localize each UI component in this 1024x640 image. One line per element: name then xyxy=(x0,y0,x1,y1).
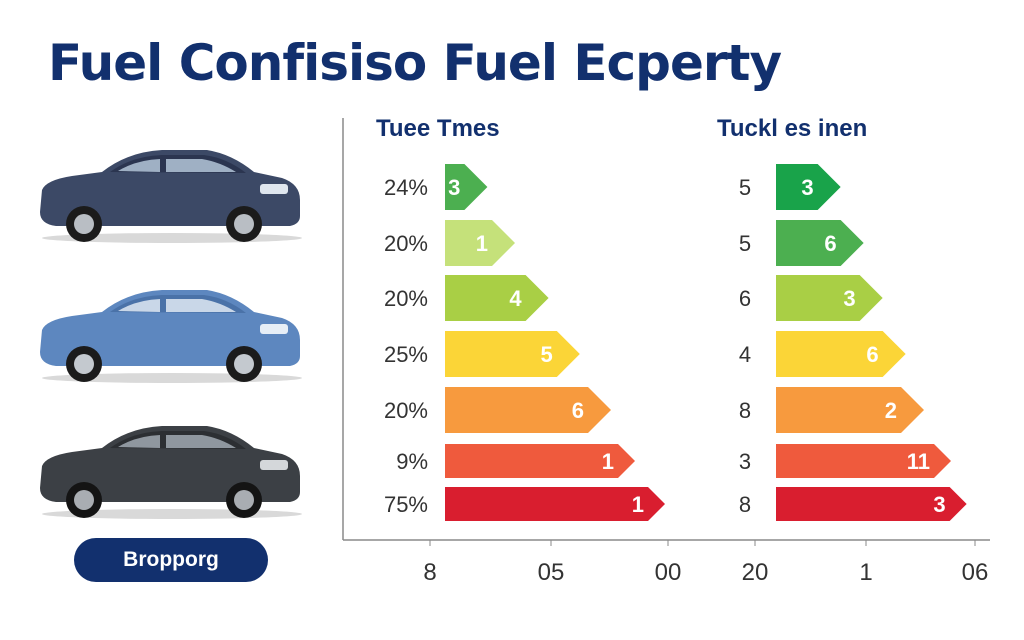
chart-title: Tuee Tmes xyxy=(376,115,500,142)
tick-label: 05 xyxy=(538,559,565,586)
data-label: 6 xyxy=(572,398,584,423)
tick-label: 8 xyxy=(423,559,436,586)
bar xyxy=(776,387,924,433)
bar xyxy=(445,331,580,377)
light-blue-sedan-icon xyxy=(40,290,302,383)
bropporg-button[interactable]: Bropporg xyxy=(74,538,268,582)
bar xyxy=(445,275,549,321)
bar xyxy=(445,220,515,266)
data-label: 1 xyxy=(602,449,614,474)
data-label: 3 xyxy=(801,175,813,200)
dark-gray-sedan-icon xyxy=(40,426,302,519)
category-label: 9% xyxy=(396,449,428,474)
data-label: 1 xyxy=(632,492,644,517)
data-label: 2 xyxy=(885,398,897,423)
category-label: 5 xyxy=(739,175,751,200)
data-label: 11 xyxy=(907,449,930,474)
data-label: 3 xyxy=(448,175,460,200)
category-label: 75% xyxy=(384,492,428,517)
bar xyxy=(445,444,635,478)
data-label: 4 xyxy=(509,286,522,311)
dark-blue-sedan-icon xyxy=(40,150,302,243)
tick-label: 00 xyxy=(655,559,682,586)
data-label: 6 xyxy=(866,342,878,367)
category-label: 5 xyxy=(739,231,751,256)
data-label: 3 xyxy=(933,492,945,517)
data-label: 5 xyxy=(541,342,553,367)
tick-label: 20 xyxy=(742,559,769,586)
bar xyxy=(445,387,611,433)
category-label: 24% xyxy=(384,175,428,200)
category-label: 8 xyxy=(739,492,751,517)
data-label: 6 xyxy=(824,231,836,256)
data-label: 1 xyxy=(476,231,488,256)
category-label: 4 xyxy=(739,342,751,367)
chart-title: Tuckl es inen xyxy=(717,115,867,142)
category-label: 6 xyxy=(739,286,751,311)
category-label: 8 xyxy=(739,398,751,423)
bar xyxy=(445,164,488,210)
tick-label: 06 xyxy=(962,559,989,586)
data-label: 3 xyxy=(843,286,855,311)
bar xyxy=(776,220,864,266)
tick-label: 1 xyxy=(859,559,872,586)
category-label: 25% xyxy=(384,342,428,367)
bar xyxy=(776,331,906,377)
category-label: 20% xyxy=(384,286,428,311)
page-title: Fuel Confisiso Fuel Ecperty xyxy=(48,34,782,92)
bar xyxy=(445,487,665,521)
bar xyxy=(776,487,967,521)
category-label: 3 xyxy=(739,449,751,474)
bar xyxy=(776,164,841,210)
category-label: 20% xyxy=(384,398,428,423)
bar xyxy=(776,275,883,321)
category-label: 20% xyxy=(384,231,428,256)
bar xyxy=(776,444,951,478)
